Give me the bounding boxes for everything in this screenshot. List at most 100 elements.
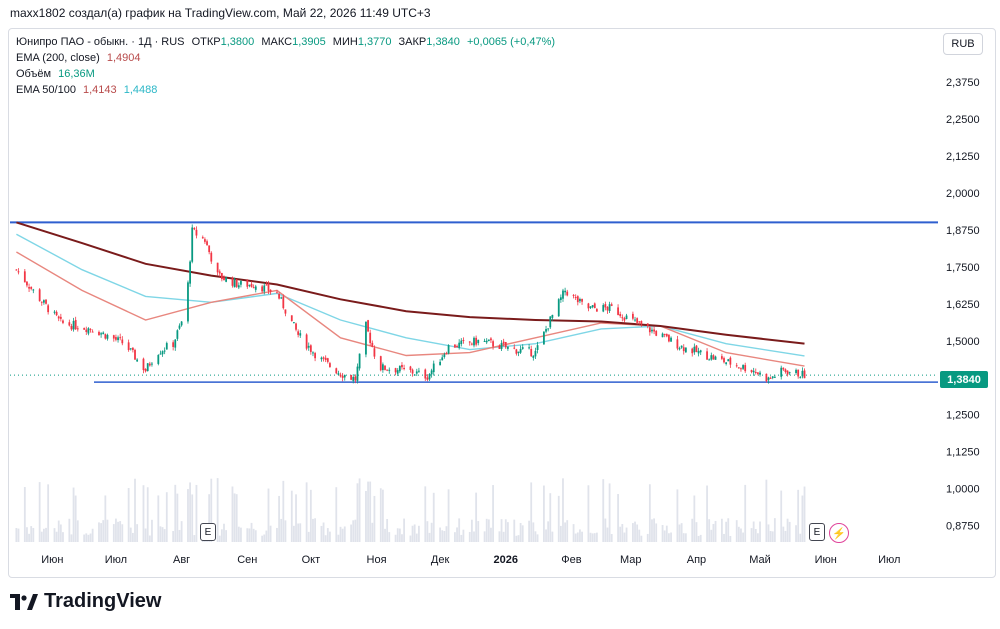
volume-bar [248,528,251,542]
volume-bar [409,535,412,542]
volume-bar [500,519,503,542]
candle-body [148,363,151,366]
volume-bar [424,486,427,542]
volume-bar [492,485,494,542]
volume-bar [42,528,45,542]
volume-bar [564,522,567,542]
candle-body [646,323,649,327]
tradingview-logo[interactable]: TradingView [10,590,161,613]
candle-body [619,314,622,317]
volume-row[interactable]: Объём 16,36M [16,66,555,82]
candle-body [579,299,581,302]
candle-body [276,292,278,294]
ema50-value: 1,4143 [83,84,117,96]
volume-label[interactable]: Объём [16,68,52,80]
volume-bar [536,534,539,542]
volume-bar [581,531,583,542]
volume-bar [161,527,164,542]
candle-body [225,277,228,282]
volume-bar [477,521,480,542]
candle-body [528,347,530,349]
volume-bar [104,495,107,542]
price-tick-label: 2,1250 [946,151,980,163]
time-tick-label: Апр [687,554,706,566]
candle-body [299,333,302,336]
volume-bar [534,531,537,542]
candle-body [216,262,219,273]
candle-body [220,273,223,280]
candle-body [157,354,160,364]
volume-bar [754,529,757,542]
volume-bar [625,527,628,542]
ema50-100-row[interactable]: EMA 50/100 1,4143 1,4488 [16,82,555,98]
volume-bar [418,525,420,542]
volume-bar [439,527,442,542]
symbol-name[interactable]: Юнипро ПАО - обыкн. · 1Д · RUS [16,36,185,48]
volume-bar [163,529,166,542]
candle-body [381,364,384,371]
volume-bar [765,479,768,542]
earnings-event-icon[interactable]: E [809,523,825,541]
volume-bar [773,518,776,542]
volume-bar [159,526,162,542]
volume-bar [45,527,47,542]
time-tick-label: Июн [815,554,837,566]
volume-bar [131,532,134,542]
currency-button[interactable]: RUB [943,33,983,55]
candle-body [534,350,537,357]
volume-bar [604,518,607,542]
candle-body [369,332,372,344]
candle-body [45,299,47,304]
price-tick-label: 1,6250 [946,299,980,311]
candle-body [621,317,624,319]
candle-body [773,376,776,378]
volume-bar [148,535,151,542]
candle-body [335,368,338,374]
volume-bar [780,490,783,542]
candle-body [655,330,658,336]
lightning-event-icon[interactable]: ⚡ [829,523,849,543]
volume-bar [59,524,62,542]
candle-body [712,355,715,360]
candle-body [470,343,473,345]
candle-body [146,363,149,372]
candle-body [265,284,268,286]
candle-body [161,351,164,355]
candle-body [85,329,88,332]
candle-body [231,278,234,286]
ema200-row[interactable]: EMA (200, close) 1,4904 [16,50,555,66]
ema50-100-label[interactable]: EMA 50/100 [16,84,76,96]
volume-bar [771,531,774,542]
open-label: ОТКР [191,36,221,48]
candle-body [98,331,100,336]
volume-bar [193,535,196,542]
ema200-label[interactable]: EMA (200, close) [16,52,100,64]
candle-body [564,290,567,293]
symbol-row[interactable]: Юнипро ПАО - обыкн. · 1Д · RUS ОТКР1,380… [16,34,555,50]
volume-bar [665,525,668,542]
time-tick-label: Июл [878,554,900,566]
earnings-event-icon[interactable]: E [200,523,216,541]
low-value: 1,3770 [357,36,392,48]
candle-body [418,370,420,372]
candle-body [174,339,177,348]
candle-body [651,329,653,332]
volume-bar [208,494,211,542]
candle-body [341,375,344,378]
candle-body [398,365,401,372]
volume-bar [684,533,687,542]
candle-body [708,359,711,361]
close-value: 1,3840 [426,36,460,48]
candle-body [365,321,367,355]
candle-body [780,367,783,377]
volume-bar [697,535,700,542]
candle-body [638,321,641,323]
candle-body [195,229,198,236]
candle-body [513,347,516,349]
candle-body [757,372,759,375]
candle-body [492,341,494,347]
volume-bar [799,533,802,542]
candle-body [68,322,71,326]
volume-bar [727,518,730,542]
